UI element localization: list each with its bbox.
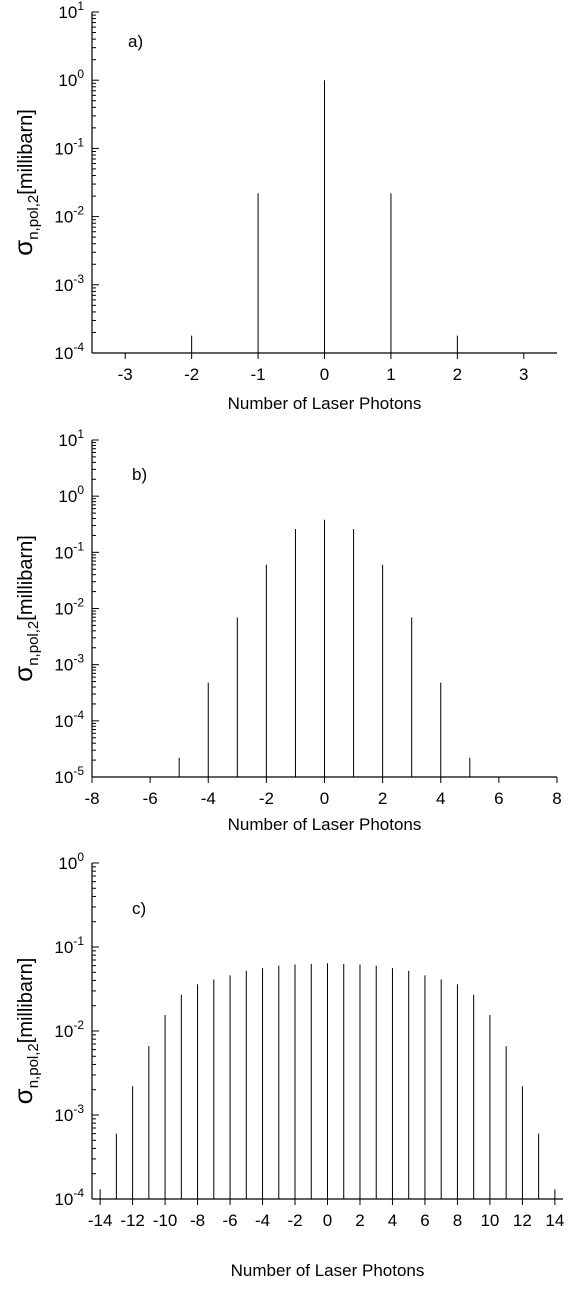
x-tick-label: 8 bbox=[453, 1211, 462, 1230]
x-tick-label: 2 bbox=[355, 1211, 364, 1230]
panel-label: a) bbox=[128, 32, 143, 51]
x-axis-label: Number of Laser Photons bbox=[231, 1261, 425, 1280]
x-tick-label: 2 bbox=[453, 365, 462, 384]
y-tick-label: 10-1 bbox=[54, 539, 84, 562]
y-axis-label: σn,pol,2[millibarn] bbox=[8, 109, 42, 256]
x-tick-label: 6 bbox=[420, 1211, 429, 1230]
chart-panel-a: 10-4 10-3 10-2 10-1 100 101 -3 -2 -1 0 1 2 3 a) Number… bbox=[8, 0, 557, 413]
x-tick-label: -2 bbox=[184, 365, 199, 384]
x-axis-label: Number of Laser Photons bbox=[228, 394, 422, 413]
x-tick-label: 4 bbox=[436, 789, 445, 808]
y-tick-label: 100 bbox=[58, 67, 84, 90]
x-tick-label: 0 bbox=[320, 789, 329, 808]
x-tick-label: -1 bbox=[251, 365, 266, 384]
x-tick-label: -4 bbox=[255, 1211, 270, 1230]
y-axis-label: σn,pol,2[millibarn] bbox=[8, 535, 42, 682]
x-tick-label: 8 bbox=[552, 789, 561, 808]
y-tick-label: 10-3 bbox=[54, 272, 84, 295]
x-axis-label: Number of Laser Photons bbox=[228, 815, 422, 834]
y-tick-label: 10-4 bbox=[54, 340, 84, 363]
y-axis-label: σn,pol,2[millibarn] bbox=[8, 958, 42, 1105]
x-tick-label: 10 bbox=[480, 1211, 499, 1230]
x-tick-label: 1 bbox=[386, 365, 395, 384]
x-tick-label: -6 bbox=[143, 789, 158, 808]
x-tick-label: -14 bbox=[88, 1211, 113, 1230]
y-tick-label: 10-4 bbox=[54, 1186, 84, 1209]
x-tick-label: 2 bbox=[378, 789, 387, 808]
y-tick-label: 100 bbox=[58, 483, 84, 506]
y-tick-label: 10-5 bbox=[54, 764, 84, 787]
y-tick-label: 101 bbox=[58, 0, 84, 22]
x-tick-label: -8 bbox=[84, 789, 99, 808]
x-tick-label: -3 bbox=[118, 365, 133, 384]
y-tick-label: 10-3 bbox=[54, 1102, 84, 1125]
x-tick-label: -4 bbox=[201, 789, 216, 808]
y-tick-label: 100 bbox=[58, 850, 84, 873]
y-tick-label: 10-2 bbox=[54, 1018, 84, 1041]
y-tick-label: 10-2 bbox=[54, 204, 84, 227]
chart-panel-b: 10-5 10-4 10-3 10-2 10-1 100 101 -8 -6 -4 -2 0 2 4 6 8 b… bbox=[8, 427, 562, 834]
y-tick-label: 101 bbox=[58, 427, 84, 450]
y-tick-label: 10-2 bbox=[54, 596, 84, 619]
x-tick-label: -12 bbox=[120, 1211, 145, 1230]
x-tick-label: -10 bbox=[153, 1211, 178, 1230]
panel-label: c) bbox=[132, 899, 146, 918]
panel-label: b) bbox=[132, 465, 147, 484]
y-tick-label: 10-4 bbox=[54, 708, 84, 731]
x-tick-label: -2 bbox=[259, 789, 274, 808]
chart-panel-c: 10-4 10-3 10-2 10-1 100 -14 -12 -10 -8 -6 -4 -2 0 2 4 6… bbox=[8, 850, 564, 1280]
y-tick-label: 10-1 bbox=[54, 135, 84, 158]
y-tick-label: 10-3 bbox=[54, 652, 84, 675]
x-tick-label: 14 bbox=[545, 1211, 564, 1230]
x-tick-label: 12 bbox=[513, 1211, 532, 1230]
x-tick-label: -6 bbox=[222, 1211, 237, 1230]
x-tick-label: 0 bbox=[323, 1211, 332, 1230]
x-tick-label: 6 bbox=[494, 789, 503, 808]
y-tick-label: 10-1 bbox=[54, 934, 84, 957]
x-tick-label: 4 bbox=[388, 1211, 397, 1230]
x-tick-label: -2 bbox=[287, 1211, 302, 1230]
x-tick-label: 0 bbox=[320, 365, 329, 384]
x-tick-label: -8 bbox=[190, 1211, 205, 1230]
x-tick-label: 3 bbox=[519, 365, 528, 384]
